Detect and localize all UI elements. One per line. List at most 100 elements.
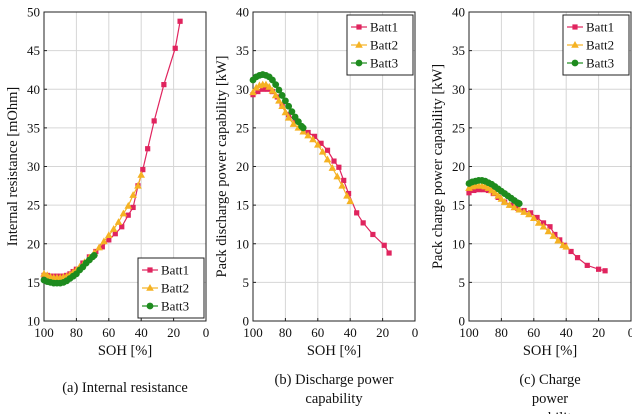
y-tick-label: 10 bbox=[236, 236, 249, 251]
data-point bbox=[161, 82, 167, 88]
x-tick-label: 60 bbox=[102, 325, 115, 340]
series-Batt1 bbox=[466, 187, 608, 274]
legend-label: Batt1 bbox=[586, 20, 614, 35]
data-point bbox=[90, 251, 98, 259]
y-tick-label: 5 bbox=[459, 275, 466, 290]
y-tick-label: 5 bbox=[243, 275, 250, 290]
y-tick-label: 10 bbox=[27, 314, 40, 329]
x-tick-label: 20 bbox=[592, 325, 605, 340]
x-tick-label: 80 bbox=[495, 325, 508, 340]
legend-label: Batt2 bbox=[586, 38, 614, 53]
x-tick-label: 100 bbox=[459, 325, 479, 340]
data-point bbox=[346, 197, 354, 205]
y-axis-label: Pack charge power capability [kW] bbox=[430, 64, 446, 269]
data-point bbox=[500, 198, 509, 205]
y-tick-label: 10 bbox=[452, 236, 465, 251]
data-point bbox=[278, 102, 286, 110]
data-point bbox=[602, 268, 608, 274]
data-point bbox=[584, 262, 590, 268]
legend-marker bbox=[146, 302, 154, 310]
legend-marker bbox=[146, 284, 154, 291]
data-point bbox=[323, 155, 332, 163]
y-tick-label: 30 bbox=[236, 82, 249, 97]
legend-label: Batt2 bbox=[161, 281, 189, 296]
series-Batt2 bbox=[40, 170, 145, 281]
legend: Batt1 Batt2 Batt3 bbox=[137, 257, 205, 319]
y-tick-label: 40 bbox=[27, 82, 40, 97]
data-point bbox=[476, 187, 482, 193]
x-axis-label: SOH [%] bbox=[98, 343, 152, 359]
x-tick-label: 0 bbox=[628, 325, 632, 340]
legend-marker bbox=[571, 41, 579, 48]
y-tick-label: 20 bbox=[452, 159, 465, 174]
data-point bbox=[140, 166, 146, 173]
y-tick-label: 45 bbox=[27, 43, 40, 58]
y-tick-label: 0 bbox=[243, 314, 250, 329]
data-point bbox=[343, 191, 351, 199]
data-point bbox=[281, 108, 290, 116]
x-tick-label: 20 bbox=[167, 325, 180, 340]
x-tick-label: 100 bbox=[34, 325, 54, 340]
legend-label: Batt3 bbox=[161, 299, 189, 314]
y-tick-label: 35 bbox=[236, 43, 249, 58]
data-point bbox=[285, 102, 293, 110]
legend-label: Batt2 bbox=[370, 38, 398, 53]
data-point bbox=[539, 222, 548, 230]
x-tick-label: 80 bbox=[279, 325, 292, 340]
data-point bbox=[494, 191, 502, 199]
series-line bbox=[468, 189, 606, 272]
y-tick-label: 0 bbox=[459, 314, 466, 329]
data-point bbox=[510, 203, 519, 211]
data-point bbox=[515, 205, 524, 213]
data-point bbox=[515, 200, 523, 207]
y-tick-label: 50 bbox=[27, 5, 40, 20]
data-point bbox=[534, 218, 543, 226]
series-Batt2 bbox=[465, 181, 570, 250]
data-point bbox=[328, 164, 337, 171]
series-Batt1 bbox=[41, 18, 183, 279]
x-tick-label: 60 bbox=[527, 325, 540, 340]
data-point bbox=[311, 133, 318, 139]
data-point bbox=[491, 188, 499, 196]
panel-charge-power: 100 80 60 40 20 0 0 5 10 15 20 25 30 35 40 SOH [%] Pack … bbox=[430, 5, 632, 414]
data-point bbox=[547, 224, 553, 230]
x-tick-label: 0 bbox=[412, 325, 419, 340]
data-point bbox=[386, 250, 392, 256]
data-point bbox=[172, 45, 178, 51]
y-tick-label: 40 bbox=[236, 5, 249, 20]
legend-label: Batt1 bbox=[370, 20, 398, 35]
data-point bbox=[137, 170, 145, 178]
series-line bbox=[252, 84, 351, 202]
panel-caption: (b) Discharge power capability bbox=[275, 372, 394, 407]
data-point bbox=[471, 187, 477, 194]
y-tick-label: 15 bbox=[236, 198, 249, 213]
panel-internal-resistance: 100 80 60 40 20 0 10 15 20 25 30 35 40 45 50 SOH [%] Int… bbox=[5, 5, 209, 397]
data-point bbox=[151, 118, 157, 124]
data-point bbox=[525, 210, 533, 218]
data-point bbox=[275, 86, 283, 94]
data-point bbox=[360, 220, 366, 226]
legend-marker bbox=[571, 59, 579, 67]
series-Batt3 bbox=[465, 177, 523, 207]
legend: Batt1 Batt2 Batt3 bbox=[346, 14, 414, 76]
y-tick-label: 35 bbox=[452, 43, 465, 58]
data-point bbox=[505, 201, 514, 208]
data-point bbox=[95, 243, 103, 251]
data-point bbox=[370, 231, 376, 238]
data-point bbox=[544, 227, 553, 235]
legend-marker bbox=[356, 24, 362, 30]
data-point bbox=[324, 147, 331, 153]
y-tick-label: 40 bbox=[452, 5, 465, 20]
legend: Batt1 Batt2 Batt3 bbox=[562, 14, 630, 76]
data-point bbox=[554, 236, 562, 244]
data-point bbox=[318, 147, 327, 155]
data-point bbox=[129, 191, 137, 198]
data-point bbox=[106, 237, 112, 243]
data-point bbox=[304, 131, 312, 139]
y-tick-label: 30 bbox=[452, 82, 465, 97]
x-tick-label: 60 bbox=[311, 325, 324, 340]
data-point bbox=[275, 96, 283, 104]
data-point bbox=[288, 108, 296, 116]
y-axis-label: Pack discharge power capability [kW] bbox=[214, 56, 230, 278]
x-tick-label: 80 bbox=[70, 325, 83, 340]
